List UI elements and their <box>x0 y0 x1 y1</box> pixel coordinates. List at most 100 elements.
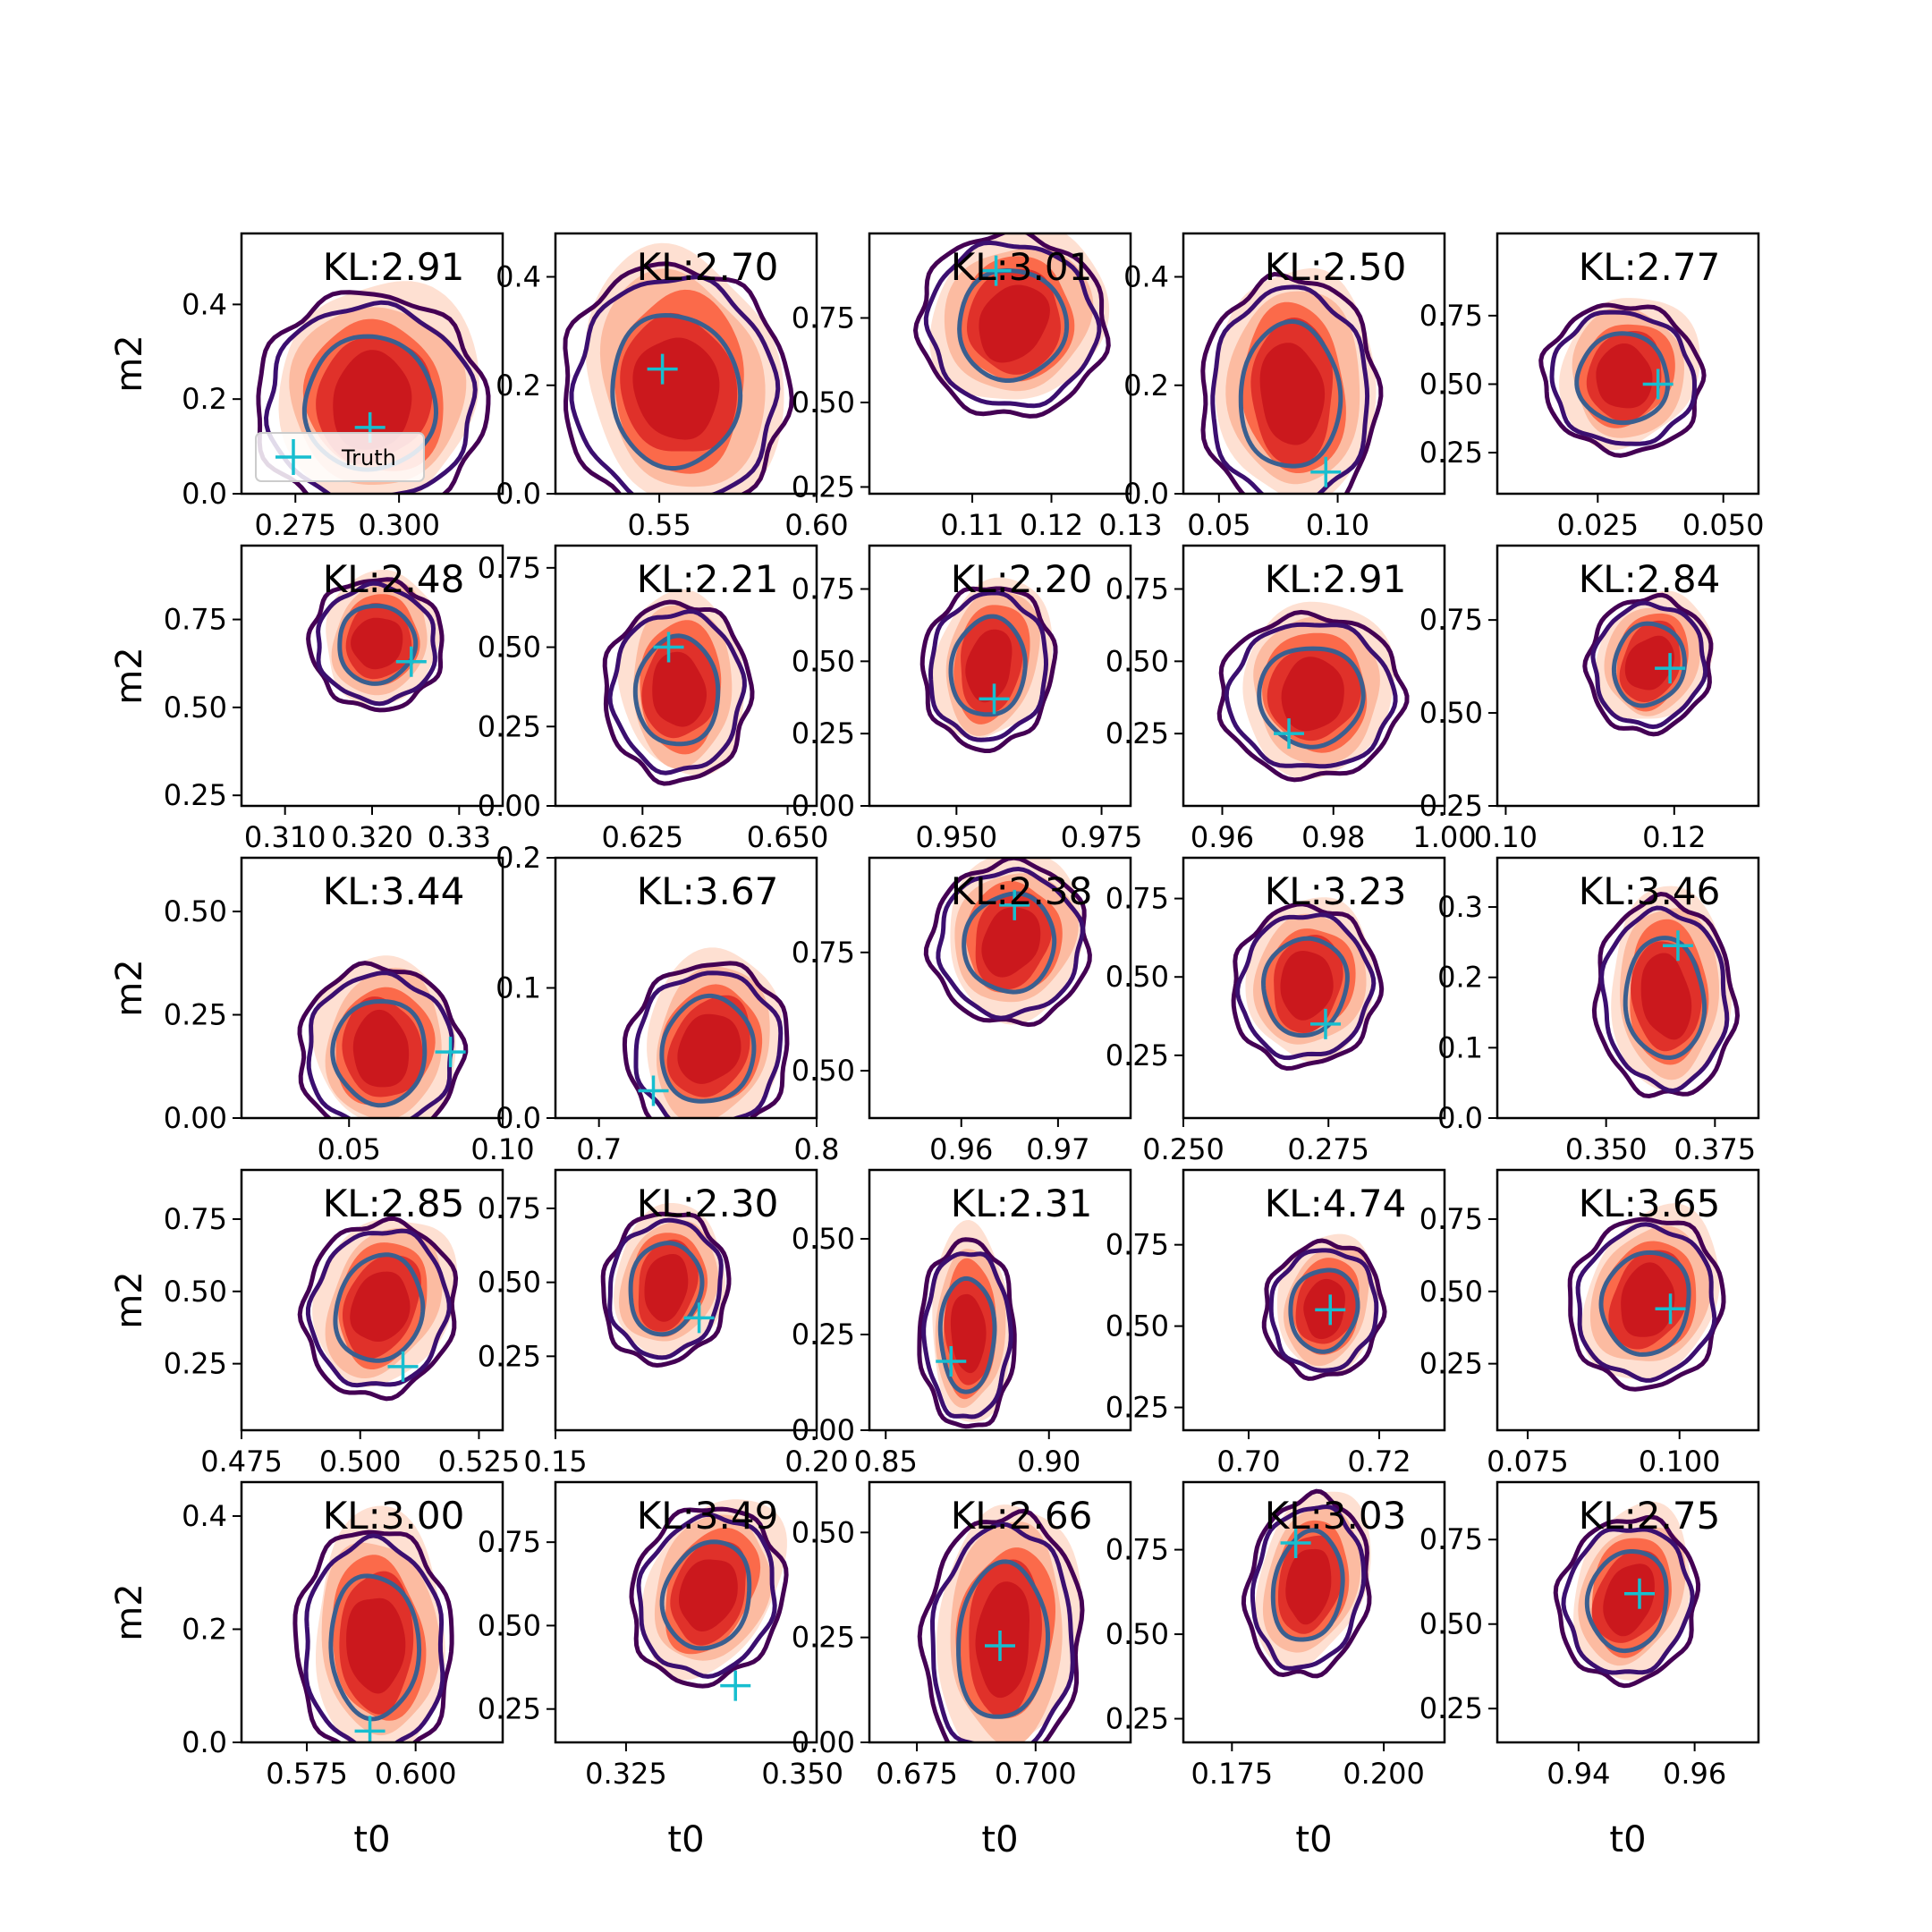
contour-outer <box>912 233 1111 419</box>
y-tick-label: 0.2 <box>182 382 227 416</box>
x-tick-label: 0.97 <box>1026 1132 1089 1166</box>
contour-inner <box>628 1241 705 1337</box>
contour-inner <box>1257 646 1366 750</box>
y-tick-label: 0.50 <box>1106 1617 1169 1651</box>
contour-outer <box>1200 271 1384 494</box>
truth-marker <box>720 1670 751 1701</box>
y-tick-label: 0.75 <box>478 551 541 585</box>
y-tick-label: 0.50 <box>478 631 541 665</box>
contour-outer <box>256 290 491 494</box>
x-tick-label: 0.950 <box>916 820 998 854</box>
y-tick-label: 0.25 <box>164 998 227 1032</box>
y-axis-label: m2 <box>109 647 150 704</box>
y-tick-label: 0.0 <box>496 477 541 511</box>
x-tick-label: 0.98 <box>1301 820 1365 854</box>
x-tick-label: 0.250 <box>1142 1132 1224 1166</box>
contour-middle <box>607 608 747 775</box>
kl-divergence-label: KL:3.01 <box>951 245 1093 289</box>
contour-inner <box>1574 331 1671 426</box>
contour-inner <box>956 1559 1050 1719</box>
contour-inner <box>1270 1528 1345 1642</box>
plot-area <box>1216 601 1410 783</box>
plot-area <box>1553 1501 1701 1689</box>
y-axis-label: m2 <box>109 335 150 392</box>
axes-frame <box>1496 232 1760 496</box>
x-tick-label: 0.55 <box>627 508 691 542</box>
contour-middle <box>1599 905 1730 1094</box>
truth-marker <box>1309 1008 1341 1039</box>
x-tick-label: 0.275 <box>254 508 336 542</box>
x-tick-label: 0.10 <box>470 1132 534 1166</box>
density-fill-level-5 <box>1259 343 1326 445</box>
contour-middle <box>1561 1527 1695 1675</box>
axes-frame <box>1182 1480 1446 1744</box>
axes-frame <box>1182 544 1446 808</box>
y-tick-label: 0.50 <box>1419 367 1483 401</box>
contour-outer <box>919 586 1058 753</box>
y-tick-label: 0.4 <box>1123 260 1169 294</box>
density-fill-level-5 <box>1285 1548 1332 1625</box>
contour-middle <box>1549 309 1698 446</box>
axes-frame <box>868 856 1132 1120</box>
x-tick-label: 0.275 <box>1287 1132 1369 1166</box>
plot-area <box>1567 1203 1726 1392</box>
kl-divergence-label: KL:2.75 <box>1579 1494 1721 1538</box>
panel-24: 0.175 0.200 0.25 0.50 0.75 KL:3.03 t0 <box>1106 1480 1446 1860</box>
plot-area <box>912 233 1111 419</box>
plot-area <box>297 1216 459 1402</box>
contour-middle <box>305 1228 452 1388</box>
x-axis-label: t0 <box>667 1819 704 1860</box>
contour-outer <box>1241 1488 1372 1679</box>
legend-label: Truth <box>341 445 396 470</box>
contour-middle <box>921 1251 1013 1419</box>
kl-divergence-label: KL:3.46 <box>1579 869 1721 913</box>
truth-marker <box>936 1345 967 1377</box>
plot-area <box>1261 1233 1387 1381</box>
contour-inner <box>957 267 1070 383</box>
panel-17: 0.15 0.20 0.25 0.50 0.75 KL:2.30 <box>478 1168 849 1479</box>
x-tick-label: 0.025 <box>1557 508 1640 542</box>
panel-14: 0.250 0.275 0.25 0.50 0.75 KL:3.23 <box>1106 856 1446 1166</box>
contour-inner <box>1238 318 1343 469</box>
density-fill-level-5 <box>351 617 403 670</box>
contour-inner <box>1611 621 1687 708</box>
axes-frame <box>554 232 818 496</box>
density-fill-level-5 <box>965 629 1013 703</box>
kl-divergence-label: KL:2.84 <box>1579 557 1721 601</box>
contour-outer <box>1216 609 1410 783</box>
y-tick-label: 0.1 <box>496 971 541 1005</box>
y-tick-label: 0.4 <box>182 1499 227 1533</box>
density-fill-level-5 <box>350 1271 411 1342</box>
x-tick-label: 0.350 <box>1565 1132 1648 1166</box>
contour-inner <box>337 603 419 686</box>
y-tick-label: 0.2 <box>1123 369 1169 402</box>
y-tick-label: 0.25 <box>478 1692 541 1726</box>
density-fill-level-5 <box>652 651 707 727</box>
kl-divergence-label: KL:4.74 <box>1265 1182 1407 1225</box>
y-tick-label: 0.50 <box>164 1275 227 1309</box>
kl-divergence-label: KL:2.31 <box>951 1182 1093 1225</box>
panel-6: 0.310 0.320 0.33 0.25 0.50 0.75 KL:2.48 m2 <box>109 544 504 854</box>
kl-divergence-label: KL:2.77 <box>1579 245 1721 289</box>
kl-divergence-label: KL:2.91 <box>323 245 465 289</box>
contour-outer <box>1261 1238 1387 1381</box>
kl-divergence-label: KL:2.38 <box>951 869 1093 913</box>
y-tick-label: 0.25 <box>478 1339 541 1373</box>
y-tick-label: 0.0 <box>496 1101 541 1135</box>
x-tick-label: 0.675 <box>876 1757 958 1791</box>
density-fill-level-5 <box>346 1597 406 1694</box>
truth-marker <box>647 353 678 385</box>
truth-marker <box>1662 930 1693 962</box>
contour-inner <box>659 1539 752 1651</box>
density-fill-level-5 <box>1596 343 1653 409</box>
contour-middle <box>1224 622 1398 769</box>
contour-middle <box>569 275 781 494</box>
truth-marker <box>1315 1294 1346 1326</box>
y-tick-label: 0.75 <box>1106 1533 1169 1567</box>
y-tick-label: 0.50 <box>478 1608 541 1642</box>
x-tick-label: 0.7 <box>576 1132 622 1166</box>
axes-frame <box>1182 232 1446 496</box>
contour-middle <box>928 590 1049 742</box>
y-tick-label: 0.75 <box>1106 882 1169 916</box>
x-axis-label: t0 <box>1609 1819 1646 1860</box>
